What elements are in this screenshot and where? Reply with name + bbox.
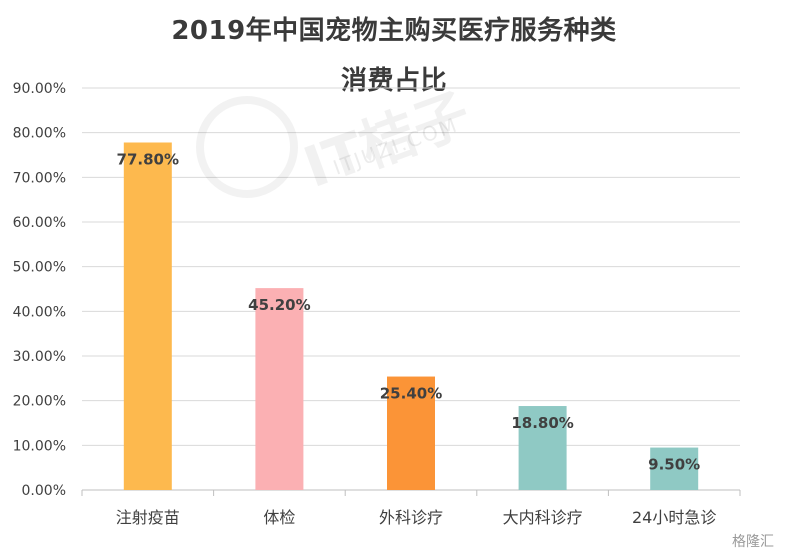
x-category-label: 24小时急诊 bbox=[632, 508, 716, 527]
data-label: 25.40% bbox=[380, 385, 442, 403]
y-tick-label: 50.00% bbox=[13, 260, 66, 276]
watermark-logo-icon bbox=[196, 96, 298, 198]
corner-brand: 格隆汇 bbox=[732, 534, 774, 550]
chart-title-line-2: 消费占比 bbox=[340, 66, 447, 96]
y-tick-label: 70.00% bbox=[13, 170, 66, 186]
chart-title-line-1: 2019年中国宠物主购买医疗服务种类 bbox=[171, 16, 617, 46]
data-label: 45.20% bbox=[248, 296, 310, 314]
bar bbox=[518, 406, 567, 490]
y-tick-label: 30.00% bbox=[13, 349, 66, 365]
data-label: 77.80% bbox=[117, 150, 179, 168]
y-tick-label: 80.00% bbox=[13, 126, 66, 142]
y-tick-label: 60.00% bbox=[13, 215, 66, 231]
bar bbox=[387, 376, 435, 490]
y-tick-label: 0.00% bbox=[22, 483, 66, 499]
y-tick-label: 90.00% bbox=[13, 81, 66, 97]
x-category-label: 注射疫苗 bbox=[116, 508, 180, 527]
y-tick-label: 20.00% bbox=[13, 394, 66, 410]
y-tick-label: 10.00% bbox=[13, 438, 66, 454]
x-category-label: 外科诊疗 bbox=[379, 508, 443, 527]
data-label: 9.50% bbox=[648, 456, 700, 474]
bar bbox=[123, 142, 172, 490]
data-label: 18.80% bbox=[511, 414, 573, 432]
bar bbox=[255, 288, 304, 490]
x-category-label: 体检 bbox=[263, 508, 295, 527]
bar bbox=[650, 447, 699, 490]
y-tick-label: 40.00% bbox=[13, 304, 66, 320]
x-category-label: 大内科诊疗 bbox=[503, 508, 583, 527]
